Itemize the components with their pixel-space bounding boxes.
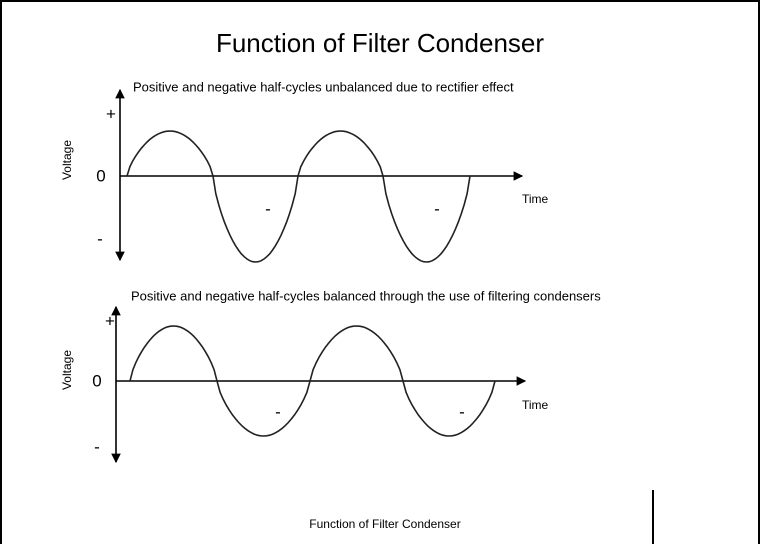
caption: Positive and negative half-cycles unbala… — [133, 79, 514, 94]
plus-label: + — [105, 311, 115, 330]
minus-label: - — [97, 229, 103, 248]
waveform — [129, 325, 496, 437]
x-label: Time — [522, 192, 549, 206]
minus-label: - — [94, 437, 100, 456]
zero-label: 0 — [96, 166, 105, 185]
y-label: Voltage — [60, 350, 74, 390]
half-marker: - — [434, 199, 440, 218]
panel-bottom: Positive and negative half-cycles balanc… — [60, 288, 601, 464]
panel-top: Positive and negative half-cycles unbala… — [60, 79, 549, 263]
caption: Positive and negative half-cycles balanc… — [131, 288, 601, 303]
half-marker: - — [459, 402, 465, 421]
half-marker: - — [265, 199, 271, 218]
footer-caption: Function of Filter Condenser — [309, 517, 460, 531]
plus-label: + — [106, 104, 116, 123]
y-label: Voltage — [60, 140, 74, 180]
title: Function of Filter Condenser — [216, 28, 544, 58]
waveform — [126, 130, 471, 263]
zero-label: 0 — [92, 371, 101, 390]
x-label: Time — [522, 398, 549, 412]
half-marker: - — [275, 402, 281, 421]
